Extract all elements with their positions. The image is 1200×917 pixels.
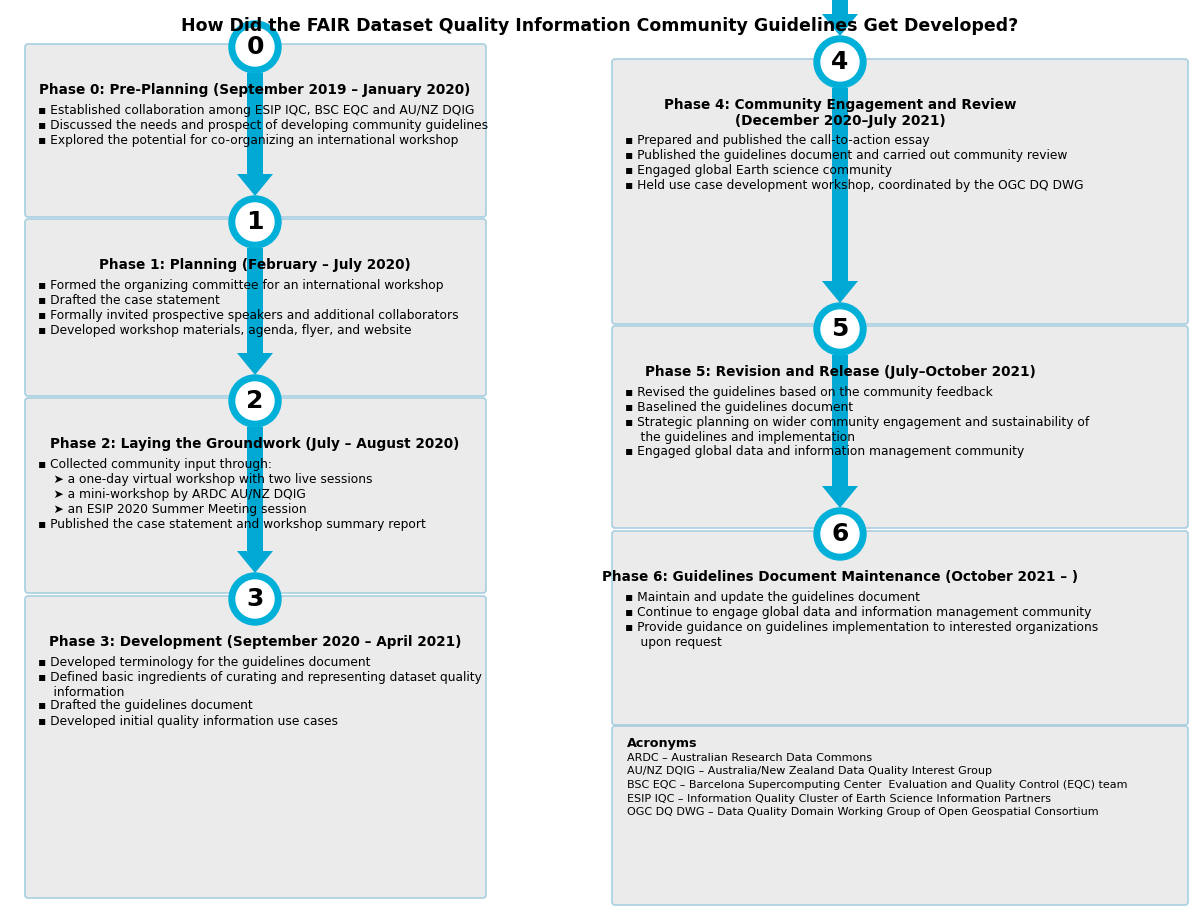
Text: ▪ Maintain and update the guidelines document: ▪ Maintain and update the guidelines doc… [625, 591, 920, 604]
Polygon shape [822, 486, 858, 508]
Bar [832, 0, 848, 14]
Text: Phase 2: Laying the Groundwork (July – August 2020): Phase 2: Laying the Groundwork (July – A… [50, 437, 460, 451]
Text: ▪ Established collaboration among ESIP IQC, BSC EQC and AU/NZ DQIG: ▪ Established collaboration among ESIP I… [38, 104, 474, 117]
Polygon shape [238, 174, 274, 196]
Bar [247, 73, 263, 174]
Text: 6: 6 [832, 522, 848, 546]
Text: ▪ Baselined the guidelines document: ▪ Baselined the guidelines document [625, 401, 853, 414]
Text: ▪ Explored the potential for co-organizing an international workshop: ▪ Explored the potential for co-organizi… [38, 134, 458, 147]
Circle shape [814, 508, 866, 560]
FancyBboxPatch shape [25, 44, 486, 217]
Circle shape [236, 382, 274, 420]
Circle shape [236, 580, 274, 618]
Text: ▪ Published the case statement and workshop summary report: ▪ Published the case statement and works… [38, 518, 426, 531]
Bar [247, 427, 263, 551]
Text: 5: 5 [832, 317, 848, 341]
Text: ➤ a mini-workshop by ARDC AU/NZ DQIG: ➤ a mini-workshop by ARDC AU/NZ DQIG [38, 488, 306, 501]
Text: ARDC – Australian Research Data Commons: ARDC – Australian Research Data Commons [628, 753, 872, 763]
Circle shape [821, 515, 859, 553]
Circle shape [821, 43, 859, 81]
Text: ▪ Prepared and published the call-to-action essay: ▪ Prepared and published the call-to-act… [625, 134, 930, 147]
FancyBboxPatch shape [612, 326, 1188, 528]
Bar [832, 355, 848, 486]
Text: ▪ Drafted the guidelines document: ▪ Drafted the guidelines document [38, 700, 253, 713]
Text: 1: 1 [246, 210, 264, 234]
Text: Phase 6: Guidelines Document Maintenance (October 2021 – ): Phase 6: Guidelines Document Maintenance… [602, 570, 1078, 584]
Circle shape [236, 203, 274, 241]
Text: ▪ Collected community input through:: ▪ Collected community input through: [38, 458, 272, 471]
Text: AU/NZ DQIG – Australia/New Zealand Data Quality Interest Group: AU/NZ DQIG – Australia/New Zealand Data … [628, 767, 992, 777]
Text: ▪ Held use case development workshop, coordinated by the OGC DQ DWG: ▪ Held use case development workshop, co… [625, 179, 1084, 192]
Text: 2: 2 [246, 389, 264, 413]
Text: Phase 4: Community Engagement and Review
(December 2020–July 2021): Phase 4: Community Engagement and Review… [664, 98, 1016, 128]
Text: ▪ Formally invited prospective speakers and additional collaborators: ▪ Formally invited prospective speakers … [38, 309, 458, 322]
Text: ▪ Continue to engage global data and information management community: ▪ Continue to engage global data and inf… [625, 606, 1091, 619]
Text: OGC DQ DWG – Data Quality Domain Working Group of Open Geospatial Consortium: OGC DQ DWG – Data Quality Domain Working… [628, 807, 1099, 817]
FancyBboxPatch shape [25, 398, 486, 593]
Circle shape [229, 573, 281, 625]
Text: 3: 3 [246, 587, 264, 611]
Text: Phase 1: Planning (February – July 2020): Phase 1: Planning (February – July 2020) [100, 258, 410, 272]
Text: ▪ Drafted the case statement: ▪ Drafted the case statement [38, 294, 220, 307]
Polygon shape [238, 551, 274, 573]
Circle shape [814, 303, 866, 355]
Text: Acronyms: Acronyms [628, 737, 697, 750]
Bar [247, 248, 263, 353]
Text: ▪ Revised the guidelines based on the community feedback: ▪ Revised the guidelines based on the co… [625, 386, 992, 399]
Text: Phase 5: Revision and Release (July–October 2021): Phase 5: Revision and Release (July–Octo… [644, 365, 1036, 379]
Text: 4: 4 [832, 50, 848, 74]
Text: ➤ a one-day virtual workshop with two live sessions: ➤ a one-day virtual workshop with two li… [38, 473, 372, 486]
Text: ▪ Formed the organizing committee for an international workshop: ▪ Formed the organizing committee for an… [38, 279, 444, 292]
Text: ▪ Engaged global data and information management community: ▪ Engaged global data and information ma… [625, 445, 1025, 458]
Text: ▪ Developed workshop materials, agenda, flyer, and website: ▪ Developed workshop materials, agenda, … [38, 324, 412, 337]
Circle shape [814, 36, 866, 88]
Text: Phase 0: Pre-Planning (September 2019 – January 2020): Phase 0: Pre-Planning (September 2019 – … [40, 83, 470, 97]
Text: ESIP IQC – Information Quality Cluster of Earth Science Information Partners: ESIP IQC – Information Quality Cluster o… [628, 793, 1051, 803]
FancyBboxPatch shape [25, 219, 486, 396]
Circle shape [229, 196, 281, 248]
FancyBboxPatch shape [612, 726, 1188, 905]
Text: ▪ Strategic planning on wider community engagement and sustainability of
    the: ▪ Strategic planning on wider community … [625, 416, 1090, 444]
Text: 0: 0 [246, 35, 264, 59]
Text: ▪ Provide guidance on guidelines implementation to interested organizations
    : ▪ Provide guidance on guidelines impleme… [625, 621, 1098, 649]
Text: How Did the FAIR Dataset Quality Information Community Guidelines Get Developed?: How Did the FAIR Dataset Quality Informa… [181, 17, 1019, 35]
Circle shape [229, 375, 281, 427]
Text: ➤ an ESIP 2020 Summer Meeting session: ➤ an ESIP 2020 Summer Meeting session [38, 503, 307, 516]
FancyBboxPatch shape [612, 59, 1188, 324]
FancyBboxPatch shape [612, 531, 1188, 725]
FancyBboxPatch shape [25, 596, 486, 898]
Text: ▪ Published the guidelines document and carried out community review: ▪ Published the guidelines document and … [625, 149, 1067, 162]
Circle shape [229, 21, 281, 73]
Text: ▪ Developed initial quality information use cases: ▪ Developed initial quality information … [38, 714, 338, 727]
Text: ▪ Defined basic ingredients of curating and representing dataset quality
    inf: ▪ Defined basic ingredients of curating … [38, 671, 482, 699]
Bar [832, 88, 848, 281]
Polygon shape [238, 353, 274, 375]
Circle shape [236, 28, 274, 66]
Circle shape [821, 310, 859, 348]
Polygon shape [822, 281, 858, 303]
Text: ▪ Discussed the needs and prospect of developing community guidelines: ▪ Discussed the needs and prospect of de… [38, 119, 488, 132]
Text: BSC EQC – Barcelona Supercomputing Center  Evaluation and Quality Control (EQC) : BSC EQC – Barcelona Supercomputing Cente… [628, 780, 1128, 790]
Polygon shape [822, 14, 858, 36]
Text: ▪ Developed terminology for the guidelines document: ▪ Developed terminology for the guidelin… [38, 656, 371, 669]
Text: ▪ Engaged global Earth science community: ▪ Engaged global Earth science community [625, 164, 892, 177]
Text: Phase 3: Development (September 2020 – April 2021): Phase 3: Development (September 2020 – A… [49, 635, 461, 649]
